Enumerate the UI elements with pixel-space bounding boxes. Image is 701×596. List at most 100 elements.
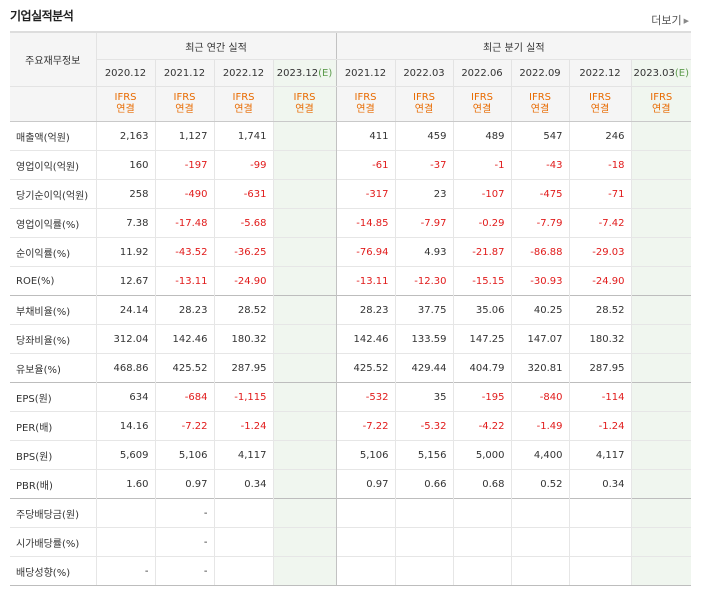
row-label: EPS(원) (10, 382, 96, 412)
ifrs-label: IFRS 연결 (95, 86, 155, 122)
ifrs-line1: IFRS (413, 92, 435, 103)
ifrs-label: IFRS 연결 (213, 86, 273, 122)
table-row: BPS(원) 5,609 5,106 4,117 5,106 5,156 5,000 4,40… (10, 440, 691, 470)
period-label: 2021.12 (344, 67, 387, 79)
data-cell: 37.75 (394, 295, 453, 325)
data-cell: -61 (335, 150, 395, 180)
ifrs-line2: 연결 (356, 104, 375, 115)
data-cell: 425.52 (154, 353, 214, 383)
ifrs-line1: IFRS (471, 92, 493, 103)
data-cell (335, 527, 395, 557)
ifrs-label: IFRS 연결 (452, 86, 511, 122)
data-cell: -1.24 (213, 411, 273, 441)
data-cell: 142.46 (335, 324, 395, 354)
period-label: 2022.06 (461, 67, 503, 79)
data-cell (630, 382, 691, 412)
row-label: 부채비율(%) (10, 295, 96, 325)
row-label: 영업이익(억원) (10, 150, 96, 180)
data-cell: -7.22 (335, 411, 395, 441)
data-cell (510, 498, 569, 528)
table-row: 순이익률(%) 11.92 -43.52 -36.25 -76.94 4.93 -21.87… (10, 237, 691, 267)
data-cell (630, 266, 691, 296)
data-cell: -5.68 (213, 208, 273, 238)
row-label: PBR(배) (10, 469, 96, 499)
data-cell: 0.34 (568, 469, 631, 499)
ifrs-line1: IFRS (589, 92, 611, 103)
data-cell (630, 527, 691, 557)
table-row: 배당성향(%) - - (10, 556, 691, 586)
data-cell: -24.90 (213, 266, 273, 296)
data-cell (213, 556, 273, 586)
data-cell: -532 (335, 382, 395, 412)
row-label: 매출액(억원) (10, 121, 96, 151)
data-cell: 7.38 (95, 208, 155, 238)
period-header: 2021.12 (154, 59, 214, 87)
ifrs-label: IFRS 연결 (510, 86, 569, 122)
data-cell (394, 527, 453, 557)
data-cell: 0.97 (335, 469, 395, 499)
ifrs-line1: IFRS (293, 92, 316, 103)
data-cell (630, 440, 691, 470)
data-cell: -43 (510, 150, 569, 180)
table-row: EPS(원) 634 -684 -1,115 -532 35 -195 -840 -114 (10, 382, 691, 412)
data-cell (630, 556, 691, 586)
data-cell: -195 (452, 382, 511, 412)
data-cell (568, 556, 631, 586)
data-cell: 133.59 (394, 324, 453, 354)
data-cell: - (95, 556, 155, 586)
data-cell: -36.25 (213, 237, 273, 267)
data-cell: -7.97 (394, 208, 453, 238)
data-cell: 160 (95, 150, 155, 180)
data-cell (630, 295, 691, 325)
data-cell: -17.48 (154, 208, 214, 238)
data-cell: 0.66 (394, 469, 453, 499)
financial-table: 주요재무정보 최근 연간 실적 최근 분기 실적 2020.12 2021.12 2… (10, 31, 691, 586)
data-cell: 4,117 (568, 440, 631, 470)
data-cell: -114 (568, 382, 631, 412)
row-label: 시가배당률(%) (10, 527, 96, 557)
data-cell: -18 (568, 150, 631, 180)
ifrs-label: IFRS 연결 (335, 86, 395, 122)
data-cell: -14.85 (335, 208, 395, 238)
data-cell: 180.32 (568, 324, 631, 354)
data-cell: 24.14 (95, 295, 155, 325)
data-cell: -5.32 (394, 411, 453, 441)
data-cell: 489 (452, 121, 511, 151)
data-cell: 547 (510, 121, 569, 151)
period-label: 2020.12 (104, 67, 147, 79)
period-header: 2022.09 (510, 59, 569, 87)
data-cell (630, 150, 691, 180)
period-header: 2022.03 (394, 59, 453, 87)
data-cell: 0.68 (452, 469, 511, 499)
row-label: 주당배당금(원) (10, 498, 96, 528)
data-cell: -21.87 (452, 237, 511, 267)
data-cell: -13.11 (154, 266, 214, 296)
data-cell (272, 411, 336, 441)
period-label: 2023.03 (633, 67, 675, 79)
data-cell: -1 (452, 150, 511, 180)
ifrs-label: IFRS 연결 (630, 86, 691, 122)
table-row: 당기순이익(억원) 258 -490 -631 -317 23 -107 -475 -71 (10, 179, 691, 209)
data-cell: 429.44 (394, 353, 453, 383)
data-cell (630, 498, 691, 528)
data-cell: 5,000 (452, 440, 511, 470)
ifrs-line1: IFRS (173, 92, 196, 103)
period-header: 2023.03(E) (630, 59, 691, 87)
ifrs-line2: 연결 (530, 104, 550, 115)
row-label: BPS(원) (10, 440, 96, 470)
data-cell (272, 556, 336, 586)
ifrs-line2: 연결 (590, 104, 610, 115)
data-cell: -15.15 (452, 266, 511, 296)
data-cell: 1.60 (95, 469, 155, 499)
data-cell (272, 324, 336, 354)
data-cell: 634 (95, 382, 155, 412)
data-cell: 0.34 (213, 469, 273, 499)
triangle-right-icon: ▶ (683, 17, 689, 25)
data-cell: 14.16 (95, 411, 155, 441)
more-label: 더보기 (651, 14, 682, 27)
data-cell: -13.11 (335, 266, 395, 296)
ifrs-line2: 연결 (472, 104, 492, 115)
period-header: 2023.12(E) (272, 59, 336, 87)
more-link[interactable]: 더보기 ▶ (651, 12, 689, 28)
ifrs-line1: IFRS (232, 92, 255, 103)
